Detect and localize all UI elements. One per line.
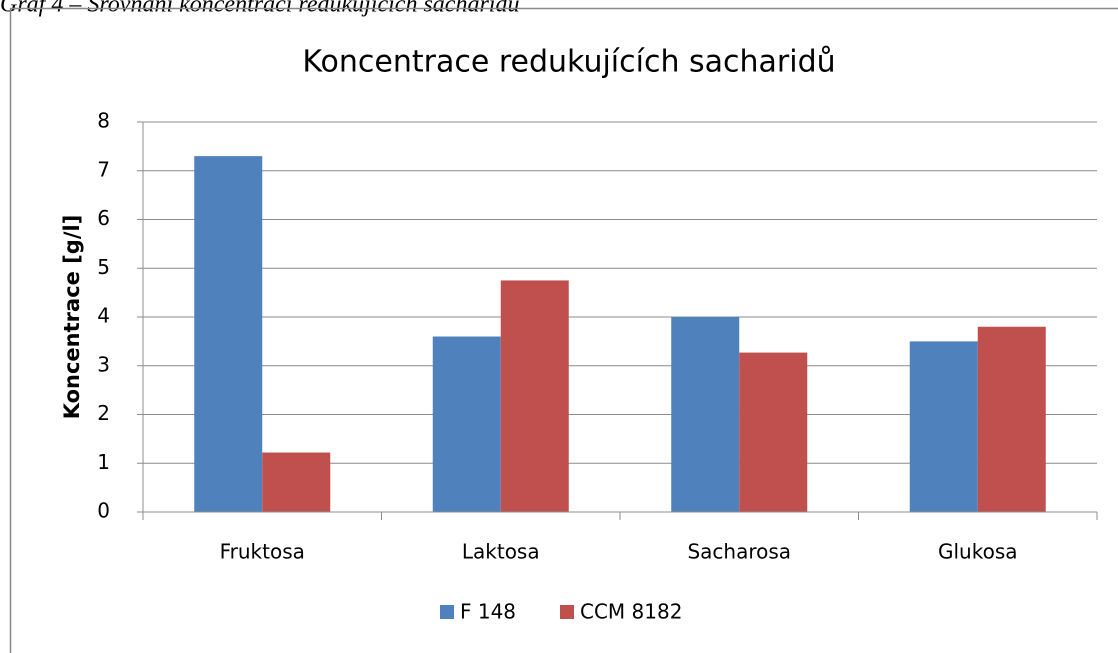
y-tick-label: 6	[97, 206, 110, 230]
bar	[671, 317, 740, 512]
bar	[739, 352, 808, 512]
bar	[432, 336, 501, 512]
y-tick-label: 4	[97, 304, 110, 328]
y-axis-title: Koncentrace [g/l]	[60, 215, 84, 420]
legend-label: F 148	[460, 600, 516, 624]
y-tick-label: 3	[97, 352, 110, 376]
x-tick-label: Glukosa	[938, 540, 1018, 564]
bar	[194, 156, 263, 512]
legend-swatch	[440, 605, 454, 619]
chart-frame	[9, 7, 1118, 653]
x-tick-label: Fruktosa	[220, 540, 305, 564]
bar	[262, 452, 331, 512]
x-tick-label: Laktosa	[462, 540, 540, 564]
y-tick-label: 7	[97, 157, 110, 181]
chart-title: Koncentrace redukujících sacharidů	[302, 45, 835, 80]
x-tick-label: Sacharosa	[687, 540, 791, 564]
bar	[909, 341, 978, 512]
legend-label: CCM 8182	[580, 600, 682, 624]
legend-swatch	[560, 605, 574, 619]
y-tick-label: 1	[97, 450, 110, 474]
y-tick-label: 5	[97, 255, 110, 279]
bar	[500, 280, 569, 512]
y-tick-label: 8	[97, 109, 110, 133]
bar	[977, 326, 1046, 512]
y-tick-label: 2	[97, 401, 110, 425]
y-tick-label: 0	[97, 499, 110, 523]
